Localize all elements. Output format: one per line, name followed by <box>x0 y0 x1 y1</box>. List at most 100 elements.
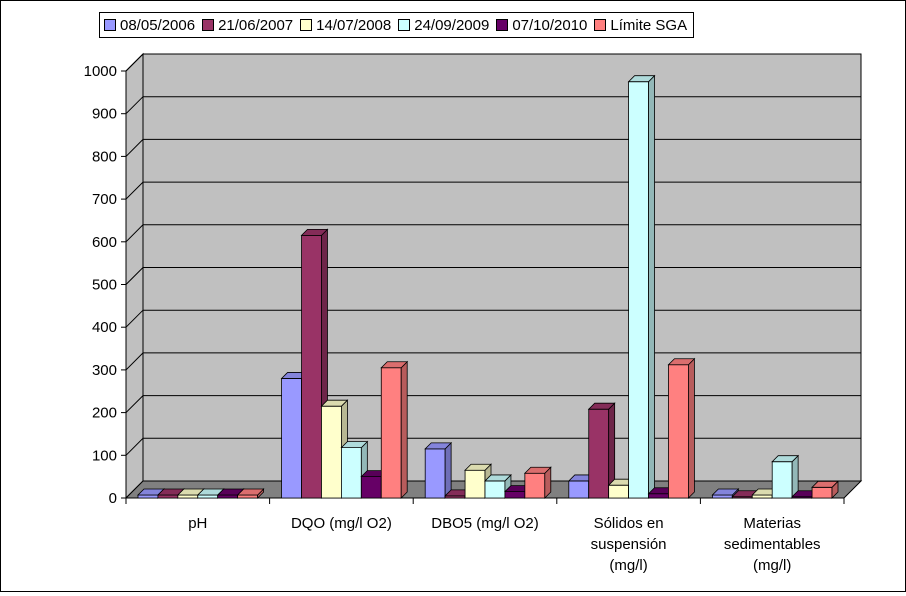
bar-side <box>648 74 655 499</box>
legend-label: 08/05/2006 <box>120 16 196 34</box>
gridline <box>125 224 861 243</box>
bar-front <box>524 472 546 499</box>
x-tick-label: Sólidos en suspensión (mg/l) <box>591 515 667 574</box>
legend: 08/05/2006 21/06/2007 14/07/2008 24/09/2009… <box>99 12 695 38</box>
bar-side <box>688 357 695 499</box>
bar-top <box>627 75 656 83</box>
legend-label: 07/10/2010 <box>512 16 588 34</box>
bar-front <box>380 367 402 499</box>
y-tick-label: 800 <box>92 148 117 165</box>
bar-front <box>281 378 302 499</box>
bar-front <box>360 476 382 499</box>
x-tick-label: DQO (mg/l O2) <box>291 515 392 532</box>
gridline <box>125 138 861 157</box>
legend-swatch <box>496 19 509 31</box>
gridline <box>125 437 861 456</box>
gridline <box>125 309 861 328</box>
bar-front <box>197 494 219 499</box>
bar-front <box>424 448 446 499</box>
bar <box>380 360 409 499</box>
bar-top <box>424 442 453 450</box>
bar-front <box>712 494 733 499</box>
y-tick-label: 400 <box>92 319 117 336</box>
bar-front <box>484 480 506 499</box>
gridline <box>125 395 861 413</box>
bar-top <box>667 358 696 366</box>
gridline <box>125 267 861 285</box>
bar-front <box>237 494 259 499</box>
bar-front <box>771 461 793 499</box>
legend-swatch <box>104 19 116 31</box>
y-tick-label: 0 <box>109 490 117 507</box>
bar-top <box>300 228 329 236</box>
bar-front <box>568 480 590 499</box>
y-tick-label: 700 <box>92 191 117 208</box>
bar-top <box>711 488 740 496</box>
bar-top <box>236 488 265 496</box>
bar-top <box>587 402 616 410</box>
bar <box>627 74 656 499</box>
y-tick-label: 1000 <box>84 63 117 80</box>
legend-label: Límite SGA <box>610 16 688 34</box>
bar-front <box>648 493 669 499</box>
legend-label: 24/09/2009 <box>414 16 490 34</box>
x-tick-label: DBO5 (mg/l O2) <box>431 515 539 532</box>
bar-front <box>177 494 199 499</box>
legend-swatch <box>398 19 411 31</box>
x-tick-label: Materias sedimentables (mg/l) <box>724 515 821 574</box>
legend-label: 21/06/2007 <box>218 16 294 34</box>
bar-front <box>588 408 610 499</box>
bar-front <box>137 494 159 499</box>
bar-front <box>464 469 486 499</box>
legend-swatch <box>300 19 313 31</box>
bar-top <box>484 474 512 482</box>
legend-item: 24/09/2009 <box>398 17 489 34</box>
legend-item: 14/07/2008 <box>300 17 391 34</box>
gridline <box>125 53 861 72</box>
bar-top <box>811 480 839 488</box>
bar-front <box>217 494 239 499</box>
legend-swatch <box>202 19 215 31</box>
legend-item: 08/05/2006 <box>104 17 195 34</box>
bar <box>236 488 265 499</box>
bar-side <box>444 441 452 499</box>
y-tick-label: 600 <box>92 234 117 251</box>
bar-front <box>340 447 362 499</box>
legend-item: Límite SGA <box>594 17 687 34</box>
bar-top <box>380 361 409 369</box>
bar <box>771 454 800 499</box>
bar-top <box>464 463 492 471</box>
bar <box>523 466 552 499</box>
y-tick-label: 200 <box>92 405 117 422</box>
bar-front <box>504 491 526 499</box>
bar-top <box>771 455 800 463</box>
bar-top <box>340 441 369 449</box>
bar <box>667 357 696 499</box>
bar <box>320 399 349 499</box>
y-tick-label: 500 <box>92 277 117 294</box>
legend-item: 21/06/2007 <box>202 17 293 34</box>
bar <box>811 480 839 499</box>
bar <box>587 402 616 499</box>
gridline <box>125 352 861 371</box>
x-tick-label: pH <box>188 515 207 532</box>
gridline <box>125 181 861 200</box>
legend-swatch <box>594 19 607 31</box>
y-tick-label: 900 <box>92 106 117 123</box>
legend-label: 14/07/2008 <box>316 16 392 34</box>
legend-item: 07/10/2010 <box>496 17 587 34</box>
bar-front <box>608 484 629 499</box>
bar <box>424 441 453 499</box>
bar-front <box>321 405 342 499</box>
bar-top <box>523 466 552 474</box>
bar-front <box>301 234 322 499</box>
gridline <box>125 96 861 115</box>
bar-front <box>811 486 833 499</box>
bar-front <box>668 364 689 499</box>
bar-side <box>400 360 408 499</box>
y-tick-label: 300 <box>92 362 117 379</box>
bar-top <box>320 399 349 407</box>
bar-front <box>628 81 649 499</box>
